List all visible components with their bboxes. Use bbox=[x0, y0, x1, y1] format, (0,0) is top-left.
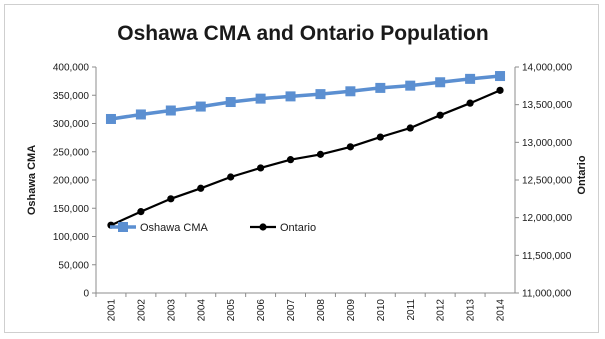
data-point-circle bbox=[286, 156, 295, 164]
y-left-tick-label: 300,000 bbox=[53, 119, 90, 130]
x-tick-label: 2013 bbox=[466, 299, 477, 322]
data-point-square bbox=[495, 71, 506, 82]
x-tick-label: 2011 bbox=[406, 299, 417, 321]
y-left-tick-label: 50,000 bbox=[58, 260, 89, 271]
data-point-square bbox=[285, 91, 296, 102]
y-left-tick-label: 0 bbox=[83, 289, 89, 300]
data-point-square bbox=[255, 93, 266, 104]
data-point-circle bbox=[346, 143, 354, 151]
x-tick-label: 2010 bbox=[376, 299, 387, 322]
chart: Oshawa CMA and Ontario Population 0 50,00… bbox=[26, 22, 588, 322]
data-point-circle bbox=[376, 133, 384, 141]
legend-swatch-marker bbox=[259, 223, 267, 231]
y-right-axis-title: Ontario bbox=[576, 155, 588, 194]
data-point-square bbox=[225, 97, 236, 108]
legend-entry-label: Oshawa CMA bbox=[140, 222, 209, 234]
x-tick-label: 2012 bbox=[436, 299, 447, 322]
data-point-circle bbox=[436, 111, 444, 119]
y-left-tick-label: 200,000 bbox=[53, 176, 90, 187]
y-left-tick-label: 350,000 bbox=[53, 91, 90, 102]
x-tick-label: 2006 bbox=[256, 299, 267, 322]
data-point-circle bbox=[137, 208, 145, 216]
x-tick-label: 2008 bbox=[316, 299, 327, 322]
data-point-circle bbox=[406, 124, 414, 132]
y-right-tick-label: 13,000,000 bbox=[522, 138, 572, 149]
series-line-ontario bbox=[110, 89, 501, 227]
x-tick-label: 2002 bbox=[136, 299, 147, 322]
x-tick-label: 2003 bbox=[166, 299, 177, 322]
legend-entry-label: Ontario bbox=[280, 222, 316, 234]
y-right-tick-label: 11,500,000 bbox=[522, 251, 572, 262]
y-right-tick-label: 14,000,000 bbox=[522, 63, 572, 74]
data-point-square bbox=[195, 101, 206, 112]
data-point-circle bbox=[227, 173, 235, 181]
x-tick-label: 2009 bbox=[346, 299, 357, 322]
legend: Oshawa CMA Ontario bbox=[110, 222, 316, 234]
y-left-tick-label: 100,000 bbox=[53, 232, 90, 243]
data-point-square bbox=[105, 113, 116, 124]
x-tick-label: 2014 bbox=[496, 299, 507, 322]
chart-title: Oshawa CMA and Ontario Population bbox=[117, 22, 488, 45]
data-point-square bbox=[465, 73, 476, 84]
x-tick-label: 2001 bbox=[106, 299, 117, 322]
data-point-square bbox=[135, 109, 146, 120]
plot-area: 0 50,000 100,000 150,000 200,000 250,000 300,0… bbox=[26, 63, 588, 322]
chart-frame: Oshawa CMA and Ontario Population 0 50,00… bbox=[4, 4, 599, 333]
x-tick-label: 2004 bbox=[196, 299, 207, 322]
y-left-tick-label: 400,000 bbox=[53, 63, 90, 74]
data-point-square bbox=[405, 80, 416, 91]
data-point-circle bbox=[167, 195, 175, 203]
y-right-tick-label: 13,500,000 bbox=[522, 100, 572, 111]
legend-swatch-marker bbox=[118, 222, 128, 232]
data-point-circle bbox=[197, 184, 205, 192]
y-right-tick-label: 11,000,000 bbox=[522, 289, 572, 300]
data-point-square bbox=[315, 89, 326, 100]
data-point-circle bbox=[257, 164, 265, 172]
data-point-square bbox=[345, 86, 356, 97]
data-point-circle bbox=[316, 150, 325, 158]
data-point-square bbox=[375, 82, 386, 93]
y-right-tick-label: 12,500,000 bbox=[522, 176, 572, 187]
x-tick-label: 2007 bbox=[286, 299, 297, 322]
y-left-axis-title: Oshawa CMA bbox=[26, 145, 38, 215]
x-tick-label: 2005 bbox=[226, 299, 237, 322]
data-point-circle bbox=[466, 99, 474, 107]
y-left-tick-label: 250,000 bbox=[53, 147, 90, 158]
y-left-tick-label: 150,000 bbox=[53, 204, 90, 215]
data-point-square bbox=[435, 77, 446, 88]
data-point-circle bbox=[496, 86, 504, 94]
data-point-square bbox=[165, 105, 176, 116]
y-right-tick-label: 12,000,000 bbox=[522, 213, 572, 224]
